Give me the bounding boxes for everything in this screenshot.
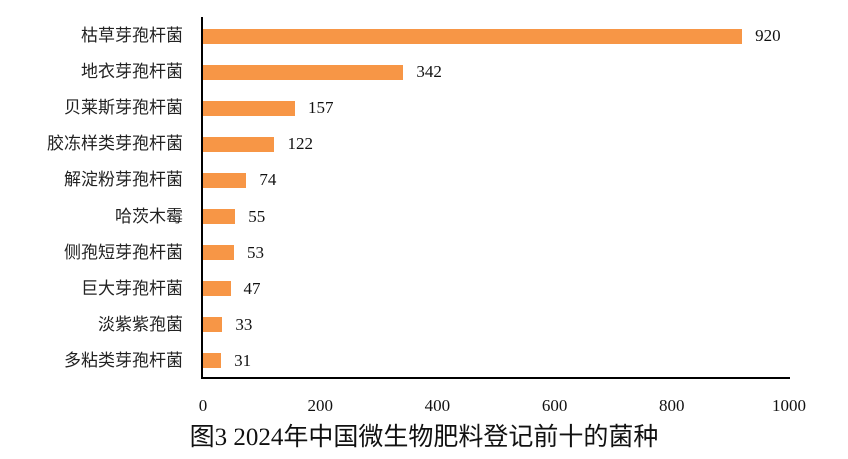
category-label: 贝莱斯芽孢杆菌 <box>64 98 183 118</box>
bar <box>203 172 247 188</box>
value-label: 33 <box>235 314 253 334</box>
bar <box>203 100 295 116</box>
x-tick-label: 0 <box>198 396 208 415</box>
x-axis-line <box>201 377 790 379</box>
bar <box>203 209 236 224</box>
value-label: 47 <box>243 278 261 298</box>
value-label: 31 <box>234 350 252 370</box>
x-tick-label: 1000 <box>772 396 806 415</box>
category-label: 巨大芽孢杆菌 <box>81 278 183 298</box>
value-label: 55 <box>248 206 266 226</box>
x-tick-label: 600 <box>541 396 568 415</box>
value-label: 342 <box>416 62 442 82</box>
category-label: 解淀粉芽孢杆菌 <box>64 170 183 190</box>
category-label: 胶冻样类芽孢杆菌 <box>47 134 183 154</box>
value-label: 122 <box>287 134 313 154</box>
category-label: 侧孢短芽孢杆菌 <box>64 242 183 262</box>
x-tick-label: 400 <box>424 396 451 415</box>
bar <box>203 245 235 261</box>
x-tick-label: 800 <box>659 396 685 415</box>
category-label: 枯草芽孢杆菌 <box>81 26 183 45</box>
bar <box>203 28 743 44</box>
value-label: 920 <box>755 26 781 45</box>
value-label: 157 <box>308 98 334 118</box>
y-axis-line <box>201 17 203 379</box>
category-label: 多粘类芽孢杆菌 <box>64 350 183 370</box>
category-label: 地衣芽孢杆菌 <box>81 62 183 82</box>
chart-title: 图3 2024年中国微生物肥料登记前十的菌种 <box>189 424 659 451</box>
value-label: 53 <box>247 242 265 262</box>
value-label: 74 <box>259 170 277 190</box>
bar <box>203 281 231 297</box>
bar <box>203 136 275 152</box>
bar <box>203 64 404 80</box>
x-tick-label: 200 <box>307 396 333 415</box>
bar <box>203 317 223 333</box>
bar <box>203 353 222 369</box>
category-label: 淡紫紫孢菌 <box>98 314 183 334</box>
category-label: 哈茨木霉 <box>115 206 183 226</box>
